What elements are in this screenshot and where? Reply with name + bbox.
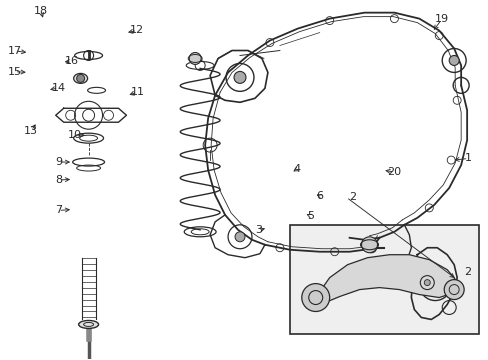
Circle shape xyxy=(301,284,329,311)
Text: 1: 1 xyxy=(464,153,471,163)
Text: 14: 14 xyxy=(51,83,65,93)
Text: 2: 2 xyxy=(348,192,356,202)
Text: 10: 10 xyxy=(68,130,82,140)
Circle shape xyxy=(443,280,463,300)
Ellipse shape xyxy=(74,73,87,84)
Polygon shape xyxy=(317,255,456,302)
Text: 5: 5 xyxy=(306,211,313,221)
Text: 7: 7 xyxy=(55,206,62,216)
Text: 11: 11 xyxy=(130,87,144,97)
Text: 17: 17 xyxy=(7,46,21,56)
Text: 15: 15 xyxy=(8,67,21,77)
Ellipse shape xyxy=(79,320,99,328)
Circle shape xyxy=(234,71,245,84)
Text: 8: 8 xyxy=(55,175,62,185)
Circle shape xyxy=(366,243,376,253)
Text: 2: 2 xyxy=(463,267,470,276)
Text: 19: 19 xyxy=(434,14,448,24)
Text: 18: 18 xyxy=(34,6,48,16)
Text: 6: 6 xyxy=(316,191,323,201)
Text: 9: 9 xyxy=(55,157,62,167)
Text: 12: 12 xyxy=(130,26,144,35)
Text: 3: 3 xyxy=(255,225,262,235)
Bar xyxy=(289,225,478,334)
Text: 4: 4 xyxy=(293,164,300,174)
Text: 20: 20 xyxy=(386,167,401,177)
Circle shape xyxy=(361,237,377,253)
Circle shape xyxy=(189,53,201,64)
Text: 13: 13 xyxy=(24,126,38,135)
Circle shape xyxy=(424,280,429,285)
Circle shape xyxy=(77,75,84,82)
Circle shape xyxy=(448,55,458,66)
Circle shape xyxy=(235,232,244,242)
Text: 16: 16 xyxy=(64,56,79,66)
